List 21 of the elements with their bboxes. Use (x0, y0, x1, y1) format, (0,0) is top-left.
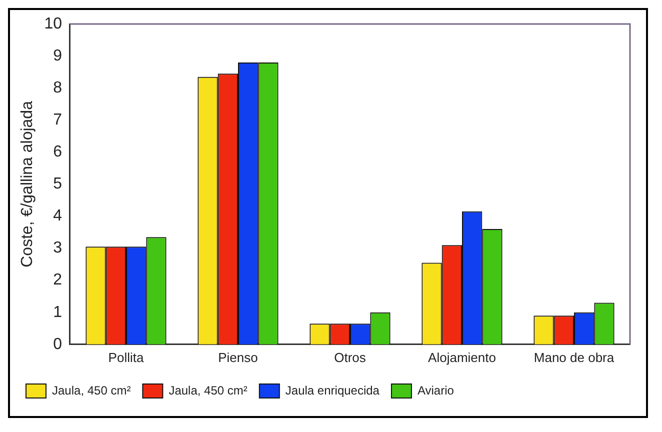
y-tick-label: 2 (53, 272, 62, 289)
legend-label: Jaula, 450 cm² (168, 383, 248, 398)
legend-label: Jaula, 450 cm² (52, 383, 131, 398)
x-tick-label: Pienso (218, 350, 258, 365)
y-tick-label: 5 (53, 176, 62, 193)
y-axis-title: Coste, €/gallina alojada (19, 100, 36, 268)
x-tick-label: Alojamiento (428, 350, 496, 365)
y-tick-label: 8 (53, 79, 62, 96)
x-tick-label: Mano de obra (534, 350, 615, 365)
legend-label: Jaula enriquecida (285, 383, 380, 398)
y-tick-label: 3 (53, 240, 62, 257)
x-tick-label: Otros (334, 350, 366, 365)
y-tick-label: 0 (53, 336, 62, 353)
legend-label: Aviario (417, 383, 454, 398)
y-tick-label: 1 (53, 304, 62, 321)
y-tick-label: 4 (53, 208, 62, 225)
x-tick-label: Pollita (108, 350, 144, 365)
y-tick-label: 7 (53, 112, 62, 129)
y-tick-label: 10 (44, 15, 62, 32)
y-tick-label: 6 (53, 144, 62, 161)
y-tick-label: 9 (53, 47, 62, 64)
